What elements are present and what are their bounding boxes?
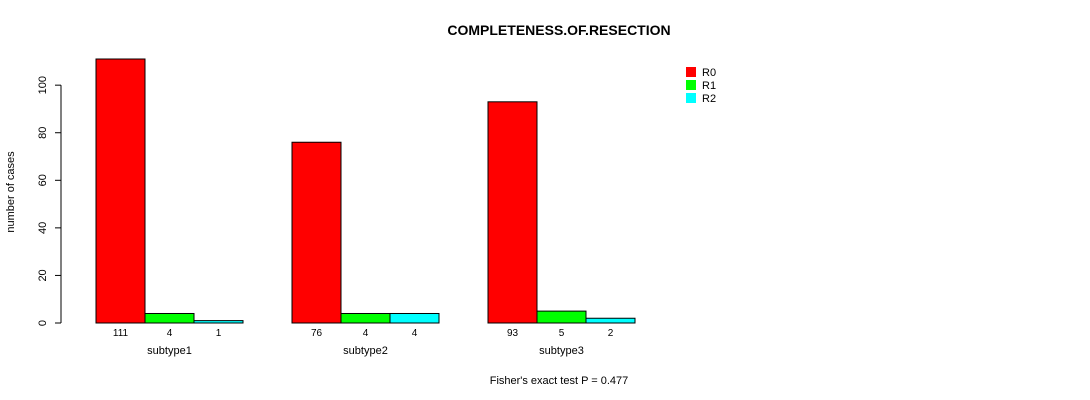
y-tick-label: 40 <box>37 222 49 234</box>
y-tick-label: 0 <box>37 320 49 326</box>
bar-value-label: 2 <box>608 328 614 339</box>
bar-r0-subtype3 <box>487 101 538 324</box>
category-label-subtype2: subtype2 <box>343 345 388 357</box>
bar-r2-subtype2 <box>389 312 440 324</box>
legend-swatch-r2 <box>686 93 696 103</box>
y-tick-label: 100 <box>37 76 49 94</box>
bar-r0-subtype1 <box>95 58 146 324</box>
bar-value-label: 1 <box>216 328 222 339</box>
legend-label-r2: R2 <box>702 93 716 105</box>
bar-value-label: 5 <box>559 328 565 339</box>
y-tick-label: 60 <box>37 174 49 186</box>
legend-label-r1: R1 <box>702 80 716 92</box>
bar-value-label: 4 <box>363 328 369 339</box>
category-label-subtype3: subtype3 <box>539 345 584 357</box>
bar-value-label: 4 <box>167 328 173 339</box>
y-axis-label: number of cases <box>5 151 17 233</box>
bar-labels: 111 4 1 76 4 4 93 5 2 <box>113 328 614 339</box>
y-tick-label: 80 <box>37 127 49 139</box>
category-label-subtype1: subtype1 <box>147 345 192 357</box>
bars <box>95 58 636 324</box>
bar-value-label: 4 <box>412 328 418 339</box>
legend-swatch-r0 <box>686 67 696 77</box>
category-labels: subtype1 subtype2 subtype3 <box>147 345 584 357</box>
legend-swatch-r1 <box>686 80 696 90</box>
bar-r1-subtype3 <box>536 310 587 324</box>
bar-r0-subtype2 <box>291 141 342 324</box>
bar-value-label: 111 <box>113 328 129 339</box>
y-tick-label: 20 <box>37 269 49 281</box>
bar-value-label: 76 <box>311 328 323 339</box>
legend-label-r0: R0 <box>702 67 716 79</box>
fisher-test-annotation: Fisher's exact test P = 0.477 <box>490 375 629 387</box>
bar-r1-subtype1 <box>144 312 195 324</box>
bar-r2-subtype1 <box>193 320 244 324</box>
y-axis: 0 20 40 60 80 100 <box>37 76 62 326</box>
bar-r2-subtype3 <box>585 317 636 324</box>
chart-title: COMPLETENESS.OF.RESECTION <box>447 22 670 38</box>
bar-r1-subtype2 <box>340 312 391 324</box>
bar-value-label: 93 <box>507 328 519 339</box>
